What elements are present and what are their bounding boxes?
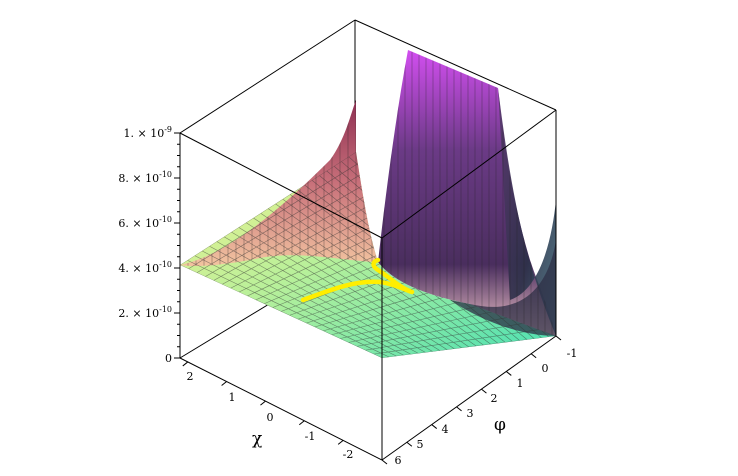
z-tick-label: 4. × 10-10 [118,260,172,275]
box-edge [179,357,383,461]
z-tick-label: 0 [165,352,172,365]
surface-mesh [180,50,556,358]
chi-tick-mark [182,361,189,367]
phi-tick-label: 1 [517,377,524,390]
z-tick-label: 1. × 10-9 [124,125,173,140]
phi-tick-mark [406,441,413,447]
phi-tick-mark [555,335,562,341]
valley-curve [300,257,415,303]
z-axis-ticks: 1. × 10-9 8. × 10-10 6. × 10-10 4. × 10-10 2… [118,125,180,365]
chi-tick-mark [221,381,227,386]
phi-tick-mark [381,459,388,465]
phi-tick-label: 3 [467,407,474,420]
chi-tick-mark [337,439,344,445]
phi-tick-label: 4 [442,423,449,436]
z-tick-label: 2. × 10-10 [118,305,172,320]
plot-box-front-edges [179,109,557,461]
box-edge [381,109,557,239]
box-edge [179,19,356,134]
phi-tick-label: 6 [395,454,402,467]
chi-axis-ticks: 2 1 0 -1 -2 [182,361,354,461]
box-edge [354,19,557,111]
phi-tick-label: 0 [542,362,549,375]
chi-axis-label: χ [252,429,262,449]
phi-axis-label: φ [494,415,506,435]
chi-tick-mark [298,420,305,426]
z-tick-label: 6. × 10-10 [118,215,172,230]
phi-axis-ticks: -1 0 1 2 3 4 5 6 [381,335,578,467]
phi-tick-mark [431,424,438,429]
chi-tick-label: -1 [305,430,316,443]
surface-right-wall [498,88,556,336]
phi-tick-mark [530,353,537,359]
chi-tick-label: 0 [267,411,274,424]
surface-shadow [450,240,556,336]
z-tick-label: 8. × 10-10 [118,170,172,185]
chi-tick-mark [260,400,266,406]
phi-tick-mark [456,406,462,412]
box-edge [179,132,383,239]
box-edge [381,335,557,461]
chi-tick-label: -2 [343,448,354,461]
phi-tick-label: 5 [417,438,424,451]
phi-tick-mark [481,388,487,394]
chi-tick-label: 1 [229,391,236,404]
phi-tick-mark [505,371,512,376]
phi-tick-label: -1 [567,347,578,360]
chi-tick-label: 2 [187,370,194,383]
surface-left-wall [180,100,378,267]
phi-tick-label: 2 [491,392,498,405]
